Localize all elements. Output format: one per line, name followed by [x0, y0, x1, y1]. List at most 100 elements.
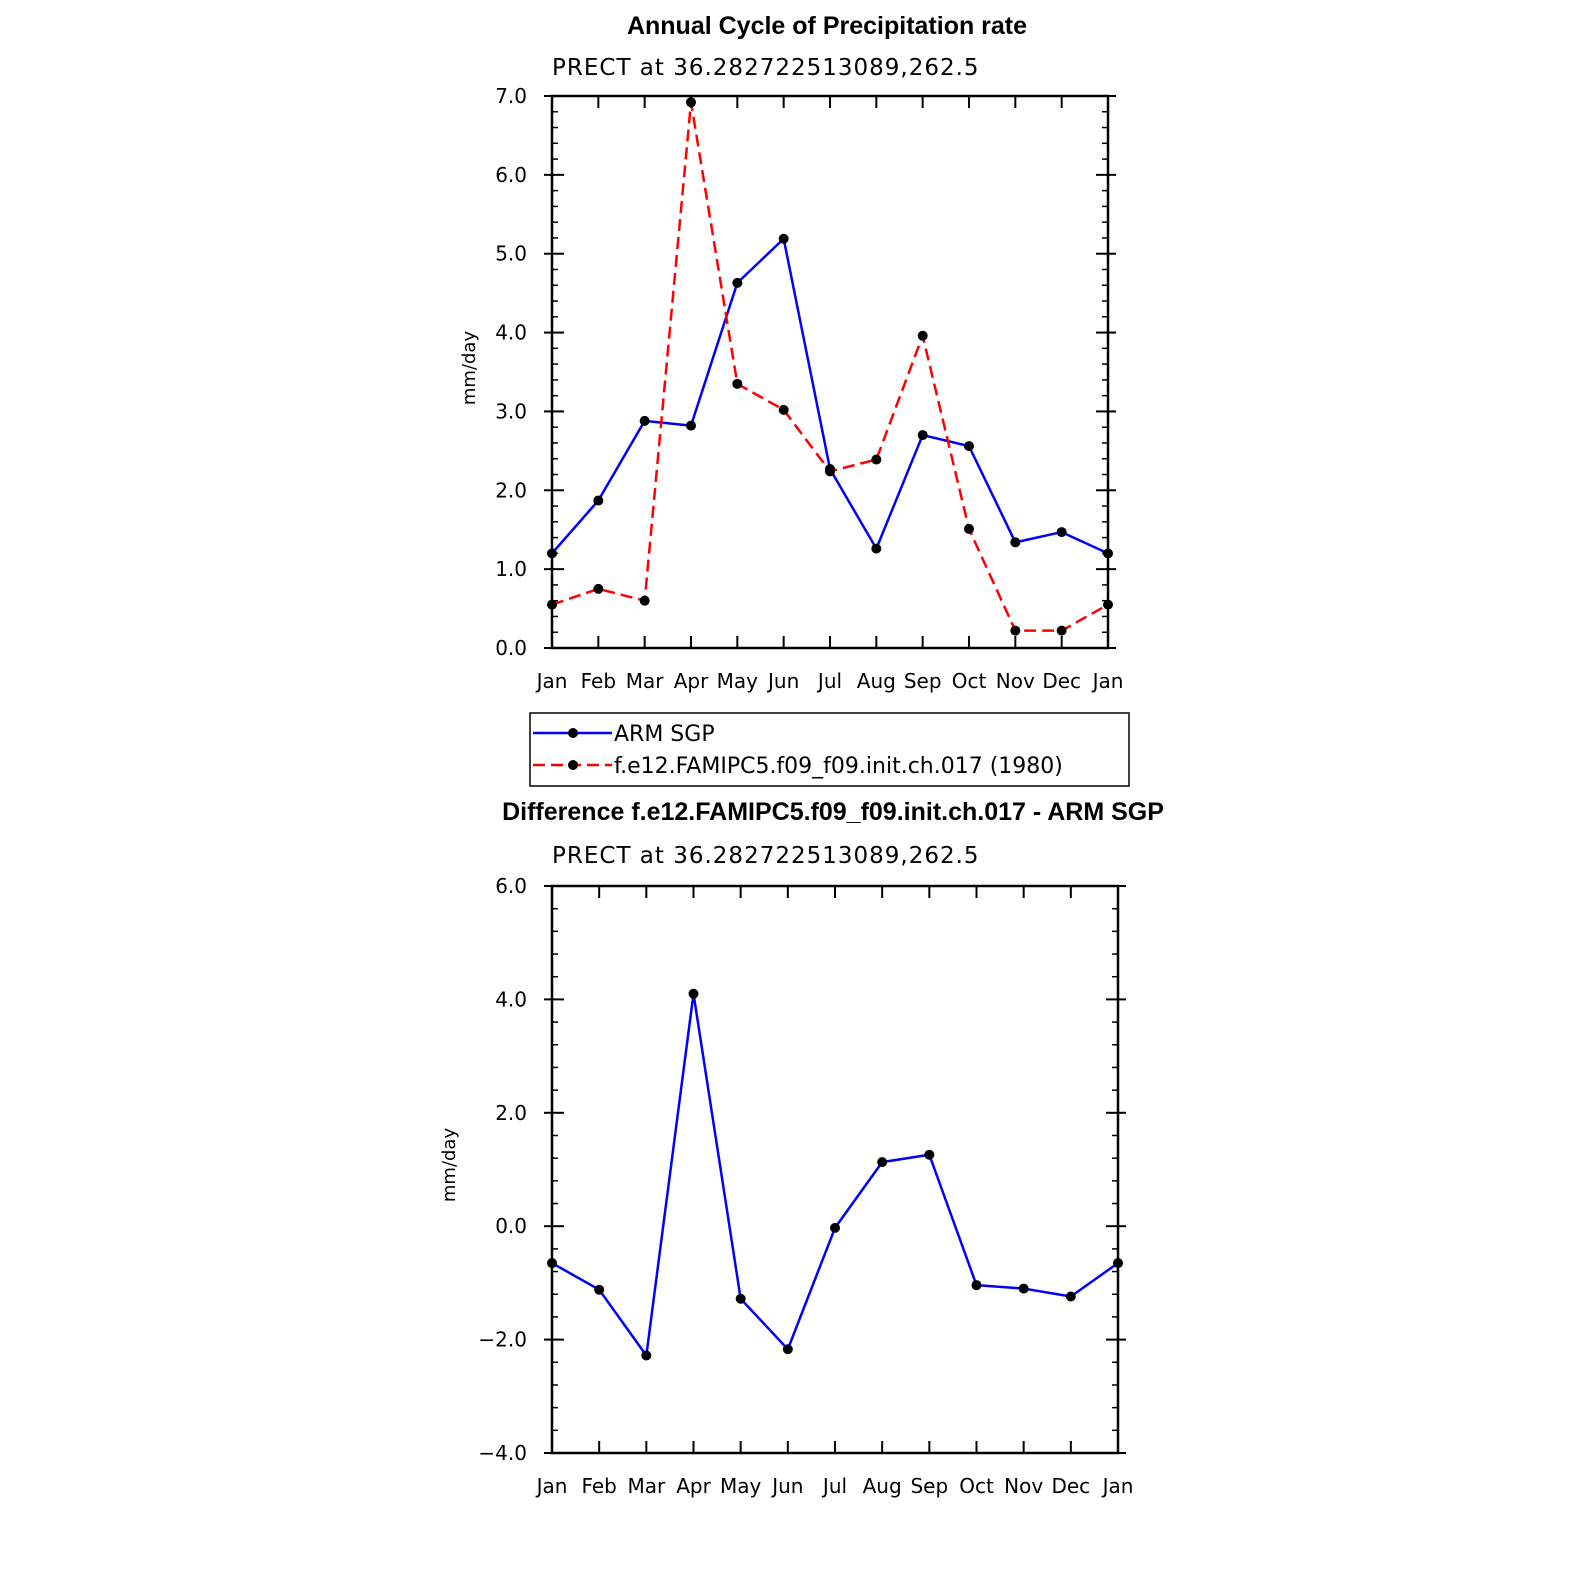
data-point: [688, 988, 699, 999]
legend: ARM SGP f.e12.FAMIPC5.f09_f09.init.ch.01…: [529, 712, 1130, 787]
data-point: [1056, 625, 1067, 636]
data-point: [547, 599, 557, 610]
axes: Jan Feb Mar Apr May Jun Jul Aug Sep Oct Nov Dec Jan−…: [478, 874, 1133, 1498]
data-point: [639, 415, 650, 426]
data-point: [639, 595, 650, 606]
x-tick-label: Apr: [676, 1474, 711, 1498]
plot-frame: [550, 884, 1120, 1455]
data-point: [830, 1222, 840, 1233]
data-point: [547, 548, 557, 559]
series-line-0: [551, 992, 1119, 1357]
data-point: [1065, 1291, 1076, 1302]
x-tick-label: Mar: [626, 669, 665, 693]
data-point: [732, 378, 743, 389]
data-point: [871, 454, 882, 465]
series-line-0: [551, 237, 1109, 555]
legend-label-model: f.e12.FAMIPC5.f09_f09.init.ch.017 (1980): [614, 754, 1063, 779]
y-tick-label: 5.0: [495, 242, 527, 266]
x-tick-label: Aug: [857, 669, 896, 693]
data-point: [686, 420, 696, 431]
data-point: [547, 1258, 557, 1269]
y-tick-label: 3.0: [495, 399, 527, 423]
plot-frame: [550, 94, 1110, 650]
x-tick-label: Oct: [952, 669, 987, 693]
x-tick-label: Feb: [581, 1474, 616, 1498]
data-point: [593, 583, 604, 594]
axes: Jan Feb Mar Apr May Jun Jul Aug Sep Oct Nov Dec Jan 0…: [495, 84, 1123, 693]
legend-box: [529, 712, 1130, 787]
data-point: [825, 466, 835, 477]
data-point: [1056, 527, 1067, 538]
data-point: [735, 1293, 746, 1304]
y-tick-label: 0.0: [495, 636, 527, 660]
data-point: [778, 404, 789, 415]
x-tick-label: Nov: [1004, 1474, 1043, 1498]
x-tick-label: Jan: [535, 1474, 568, 1498]
x-tick-label: Jun: [770, 1474, 803, 1498]
x-tick-label: Nov: [996, 669, 1035, 693]
x-tick-label: Jan: [535, 669, 568, 693]
data-point: [871, 543, 882, 554]
x-tick-label: Dec: [1051, 1474, 1090, 1498]
x-tick-label: May: [717, 669, 759, 693]
y-tick-label: 2.0: [495, 1101, 527, 1125]
chart-subtitle: PRECT at 36.282722513089,262.5: [552, 843, 980, 869]
data-point: [641, 1350, 652, 1361]
y-axis-label: mm/day: [459, 331, 480, 406]
data-point: [782, 1344, 793, 1355]
data-point: [1113, 1258, 1123, 1269]
x-tick-label: Sep: [904, 669, 942, 693]
y-tick-label: 4.0: [495, 321, 527, 345]
y-tick-label: −4.0: [478, 1441, 527, 1465]
series-group: [547, 97, 1113, 636]
y-tick-label: 0.0: [495, 1214, 527, 1238]
data-point: [1010, 537, 1021, 548]
data-point: [686, 97, 696, 108]
x-tick-label: Apr: [674, 669, 709, 693]
data-point: [964, 441, 974, 452]
legend-label-arm-sgp: ARM SGP: [614, 722, 715, 747]
data-point: [1010, 625, 1021, 636]
x-tick-label: Sep: [910, 1474, 948, 1498]
difference-chart: Difference f.e12.FAMIPC5.f09_f09.init.ch…: [439, 798, 1164, 1498]
chart-title: Difference f.e12.FAMIPC5.f09_f09.init.ch…: [502, 798, 1164, 826]
y-axis-label: mm/day: [439, 1128, 460, 1203]
y-tick-label: 1.0: [495, 557, 527, 581]
data-point: [924, 1149, 935, 1160]
series-group: [547, 988, 1123, 1361]
data-point: [971, 1280, 982, 1291]
chart-title: Annual Cycle of Precipitation rate: [627, 12, 1027, 40]
data-point: [1103, 548, 1113, 559]
annual-cycle-chart: Annual Cycle of Precipitation rate PRECT…: [459, 12, 1123, 693]
x-tick-label: Dec: [1042, 669, 1081, 693]
data-point: [593, 495, 604, 506]
series-line-1: [551, 101, 1109, 632]
x-tick-label: Feb: [581, 669, 616, 693]
legend-marker-model: [568, 760, 578, 770]
x-tick-label: Jan: [1091, 669, 1124, 693]
x-tick-label: Aug: [863, 1474, 902, 1498]
chart-subtitle: PRECT at 36.282722513089,262.5: [552, 55, 980, 81]
data-point: [877, 1157, 888, 1168]
data-point: [964, 523, 974, 534]
data-point: [594, 1284, 605, 1295]
x-tick-label: Jan: [1101, 1474, 1134, 1498]
data-point: [917, 430, 928, 441]
y-tick-label: 6.0: [495, 874, 527, 898]
x-tick-label: Jun: [766, 669, 799, 693]
x-tick-label: Jul: [821, 1474, 847, 1498]
x-tick-label: May: [720, 1474, 762, 1498]
data-point: [917, 330, 928, 341]
x-tick-label: Oct: [959, 1474, 994, 1498]
y-tick-label: 6.0: [495, 163, 527, 187]
y-tick-label: 7.0: [495, 84, 527, 108]
y-tick-label: 4.0: [495, 987, 527, 1011]
legend-marker-arm-sgp: [568, 728, 578, 738]
x-tick-label: Jul: [816, 669, 842, 693]
data-point: [1018, 1283, 1029, 1294]
x-tick-label: Mar: [627, 1474, 666, 1498]
data-point: [732, 277, 743, 288]
y-tick-label: 2.0: [495, 478, 527, 502]
data-point: [778, 233, 789, 244]
